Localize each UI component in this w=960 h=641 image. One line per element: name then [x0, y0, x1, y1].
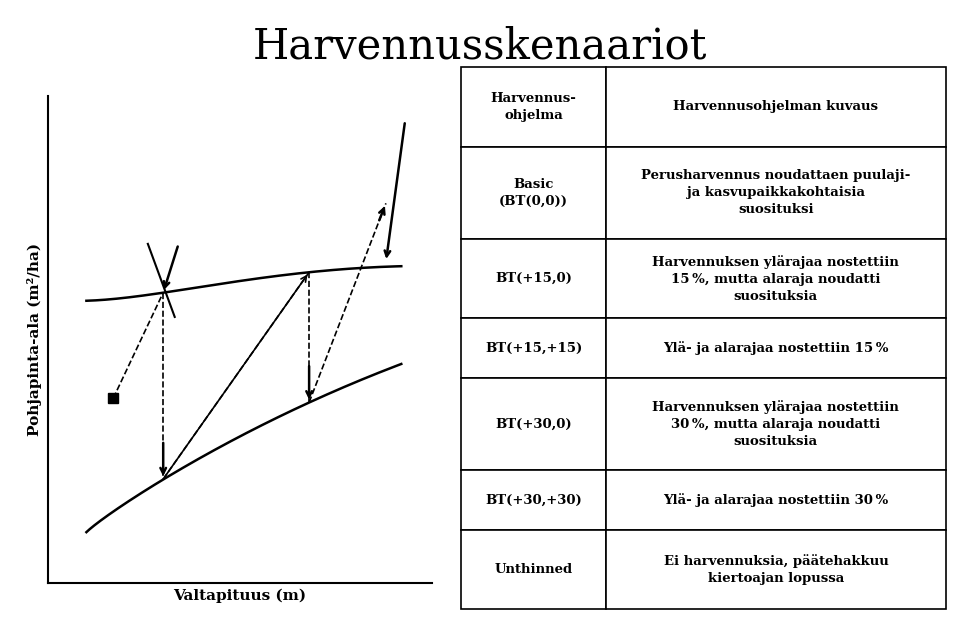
- Bar: [607, 239, 946, 319]
- Text: Ylä- ja alarajaa nostettiin 15 %: Ylä- ja alarajaa nostettiin 15 %: [663, 341, 889, 355]
- Text: BT(+15,+15): BT(+15,+15): [485, 342, 582, 354]
- Text: Harvennus-
ohjelma: Harvennus- ohjelma: [491, 92, 576, 122]
- Text: Harvennuksen ylärajaa nostettiin
15 %, mutta alaraja noudatti
suosituksia: Harvennuksen ylärajaa nostettiin 15 %, m…: [653, 254, 900, 303]
- Text: BT(+30,+30): BT(+30,+30): [485, 494, 582, 506]
- Text: Ylä- ja alarajaa nostettiin 30 %: Ylä- ja alarajaa nostettiin 30 %: [663, 493, 889, 507]
- Bar: [461, 239, 607, 319]
- Text: Harvennuksen ylärajaa nostettiin
30 %, mutta alaraja noudatti
suosituksia: Harvennuksen ylärajaa nostettiin 30 %, m…: [653, 400, 900, 448]
- Text: BT(+30,0): BT(+30,0): [495, 417, 572, 431]
- Bar: [461, 378, 607, 470]
- Bar: [461, 67, 607, 147]
- Text: BT(+15,0): BT(+15,0): [495, 272, 572, 285]
- Bar: [461, 470, 607, 529]
- Bar: [607, 529, 946, 609]
- Bar: [461, 319, 607, 378]
- Text: Unthinned: Unthinned: [494, 563, 572, 576]
- Bar: [607, 378, 946, 470]
- Bar: [461, 147, 607, 239]
- Bar: [607, 67, 946, 147]
- Text: Basic
(BT(0,0)): Basic (BT(0,0)): [499, 178, 568, 208]
- Text: Ei harvennuksia, päätehakkuu
kiertoajan lopussa: Ei harvennuksia, päätehakkuu kiertoajan …: [663, 554, 888, 585]
- Text: Harvennusskenaariot: Harvennusskenaariot: [252, 26, 708, 68]
- X-axis label: Valtapituus (m): Valtapituus (m): [174, 589, 306, 603]
- Bar: [461, 529, 607, 609]
- Text: Harvennusohjelman kuvaus: Harvennusohjelman kuvaus: [673, 101, 878, 113]
- Bar: [607, 470, 946, 529]
- Bar: [607, 147, 946, 239]
- Bar: [607, 319, 946, 378]
- Text: Perusharvennus noudattaen puulaji-
ja kasvupaikkakohtaisia
suosituksi: Perusharvennus noudattaen puulaji- ja ka…: [641, 169, 911, 216]
- Y-axis label: Pohjapinta-ala (m²/ha): Pohjapinta-ala (m²/ha): [28, 243, 42, 437]
